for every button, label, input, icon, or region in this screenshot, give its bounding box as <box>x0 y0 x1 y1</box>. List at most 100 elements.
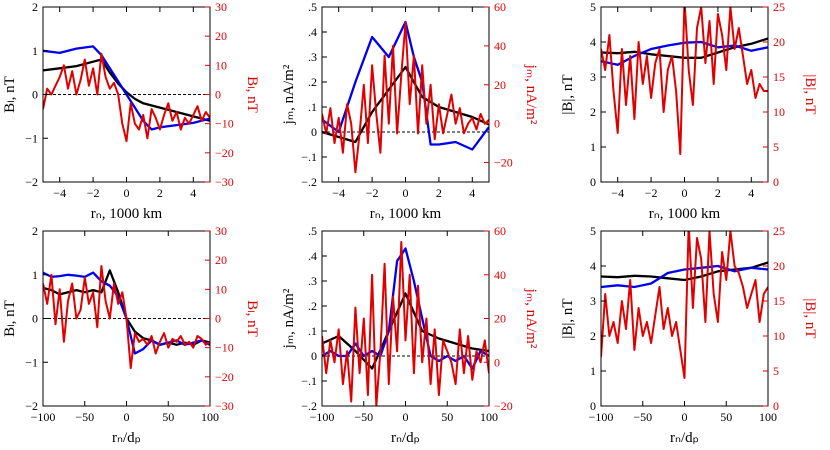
y-tick-label: 5 <box>590 224 596 238</box>
y-tick-label: .1 <box>308 324 317 338</box>
x-tick-label: −100 <box>589 410 614 424</box>
y-tick-label: 0 <box>32 88 38 102</box>
x-tick-label: −100 <box>31 410 56 424</box>
y-tick-label: −.2 <box>301 175 317 189</box>
y-tick-label: −1 <box>25 355 38 369</box>
y-tick-label: .3 <box>308 274 317 288</box>
x-tick-label: 50 <box>162 410 174 424</box>
y-right-tick-label: 20 <box>773 259 785 273</box>
y-right-tick-label: −10 <box>215 341 234 355</box>
panel-bottom-left: −100 −50 0 50 100−2−1012−30−20−100102030rₙ/d… <box>2 224 260 446</box>
y-right-axis-label: |B|, nT <box>802 74 818 114</box>
x-tick-label: −50 <box>354 410 373 424</box>
x-tick-label: −50 <box>75 410 94 424</box>
y-axis-label: jₘ, nA/m² <box>281 288 297 349</box>
y-tick-label: 5 <box>590 0 596 14</box>
y-right-tick-label: 10 <box>773 105 785 119</box>
series-group <box>43 265 210 370</box>
series-group <box>322 240 489 406</box>
panel-bottom-middle: −100 −50 0 50 100 −.2 −.1 0 .1 .2 .3 .4 .5 −20 0 20 40 60… <box>281 224 539 446</box>
y-tick-label: 2 <box>32 224 38 238</box>
x-tick-label: −2 <box>87 186 100 200</box>
y-tick-label: .1 <box>308 100 317 114</box>
x-axis-label: rₙ, 1000 km <box>370 206 442 222</box>
series-line-1 <box>322 247 489 370</box>
y-tick-label: 1 <box>32 44 38 58</box>
y-tick-label: 2 <box>590 105 596 119</box>
y-right-tick-label: 0 <box>215 88 221 102</box>
series-line-2 <box>601 231 768 379</box>
x-tick-label: 0 <box>124 186 130 200</box>
y-right-tick-label: 60 <box>494 0 506 14</box>
y-right-tick-label: 60 <box>494 224 506 238</box>
y-right-tick-label: 30 <box>215 0 227 14</box>
x-axis-label: rₙ/dₚ <box>112 430 141 446</box>
y-tick-label: .5 <box>308 0 317 14</box>
y-tick-label: .4 <box>308 25 317 39</box>
x-axis-label: rₙ/dₚ <box>670 430 699 446</box>
series-line-2 <box>322 21 489 174</box>
x-axis-label: rₙ/dₚ <box>391 430 420 446</box>
series-group <box>43 45 210 143</box>
y-tick-label: 0 <box>32 312 38 326</box>
panel-top-right: −4 −2 0 2 4 0 1 2 3 4 5 0 5 10 15 20 25 rₙ, 1000 km |B|, n… <box>560 0 818 222</box>
x-tick-label: 2 <box>157 186 163 200</box>
x-tick-label: 0 <box>682 186 688 200</box>
y-right-axis-label: Bₗ, nT <box>244 76 260 113</box>
y-right-tick-label: −20 <box>494 156 513 170</box>
y-right-tick-label: 40 <box>494 39 506 53</box>
y-tick-label: −2 <box>25 399 38 413</box>
y-right-tick-label: 0 <box>494 117 500 131</box>
y-right-tick-label: 0 <box>773 399 779 413</box>
x-tick-label: 100 <box>759 410 777 424</box>
y-right-tick-label: −20 <box>215 370 234 384</box>
y-right-axis-label: jₘ, nA/m² <box>523 64 539 125</box>
x-tick-label: 4 <box>748 186 754 200</box>
y-tick-label: 0 <box>311 349 317 363</box>
x-tick-label: 0 <box>124 410 130 424</box>
y-tick-label: −.1 <box>301 374 317 388</box>
y-right-tick-label: 15 <box>773 70 785 84</box>
y-right-tick-label: 20 <box>773 35 785 49</box>
y-tick-label: 0 <box>590 399 596 413</box>
y-axis-label: Bₗ, nT <box>2 300 18 337</box>
series-line-1 <box>43 45 210 131</box>
y-right-tick-label: 5 <box>773 364 779 378</box>
y-tick-label: −.2 <box>301 399 317 413</box>
y-tick-label: .3 <box>308 50 317 64</box>
y-tick-label: 4 <box>590 259 596 273</box>
x-tick-label: 100 <box>201 410 219 424</box>
y-right-tick-label: 25 <box>773 224 785 238</box>
y-right-tick-label: 20 <box>494 78 506 92</box>
y-tick-label: 1 <box>32 268 38 282</box>
y-tick-label: 0 <box>311 125 317 139</box>
x-tick-label: −2 <box>645 186 658 200</box>
y-right-tick-label: −30 <box>215 175 234 189</box>
x-tick-label: −100 <box>310 410 335 424</box>
series-line-0 <box>43 58 210 122</box>
x-tick-label: 50 <box>441 410 453 424</box>
y-right-tick-label: 25 <box>773 0 785 14</box>
x-tick-label: 50 <box>720 410 732 424</box>
y-right-axis-label: jₘ, nA/m² <box>523 288 539 349</box>
y-axis-label: jₘ, nA/m² <box>281 64 297 125</box>
x-tick-label: −50 <box>633 410 652 424</box>
y-right-tick-label: 15 <box>773 294 785 308</box>
y-right-tick-label: −20 <box>494 399 513 413</box>
x-tick-label: 0 <box>403 186 409 200</box>
y-right-tick-label: 30 <box>215 224 227 238</box>
y-right-tick-label: 20 <box>494 312 506 326</box>
x-tick-label: 4 <box>469 186 475 200</box>
series-line-0 <box>601 261 768 282</box>
y-tick-label: 3 <box>590 294 596 308</box>
series-line-2 <box>322 240 489 406</box>
y-right-tick-label: 10 <box>215 58 227 72</box>
y-right-tick-label: 5 <box>773 140 779 154</box>
y-right-tick-label: 0 <box>494 355 500 369</box>
y-tick-label: 0 <box>590 175 596 189</box>
y-axis-label: |B|, nT <box>560 298 576 338</box>
y-axis-label: Bₗ, nT <box>2 76 18 113</box>
